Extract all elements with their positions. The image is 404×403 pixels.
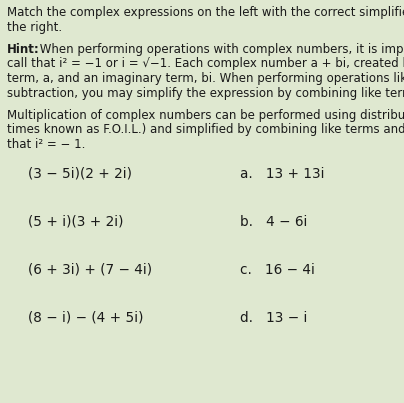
Text: the right.: the right. <box>7 21 62 33</box>
Text: Match the complex expressions on the left with the correct simplified value on: Match the complex expressions on the lef… <box>7 6 404 19</box>
Text: subtraction, you may simplify the expression by combining like terms.: subtraction, you may simplify the expres… <box>7 87 404 100</box>
Text: (3 − 5i)(2 + 2i): (3 − 5i)(2 + 2i) <box>28 166 132 181</box>
Text: d.   13 − i: d. 13 − i <box>240 310 307 324</box>
Text: call that i² = −1 or i = √−1. Each complex number a + bi, created by a real: call that i² = −1 or i = √−1. Each compl… <box>7 58 404 71</box>
Text: Multiplication of complex numbers can be performed using distribution (some-: Multiplication of complex numbers can be… <box>7 109 404 122</box>
Text: times known as F.O.I.L.) and simplified by combining like terms and recalling: times known as F.O.I.L.) and simplified … <box>7 123 404 137</box>
Text: term, a, and an imaginary term, bi. When performing operations like addition or: term, a, and an imaginary term, bi. When… <box>7 72 404 85</box>
Text: c.   16 − 4i: c. 16 − 4i <box>240 262 315 276</box>
Text: (8 − i) − (4 + 5i): (8 − i) − (4 + 5i) <box>28 310 143 324</box>
Text: a.   13 + 13i: a. 13 + 13i <box>240 166 324 181</box>
Text: b.   4 − 6i: b. 4 − 6i <box>240 214 307 229</box>
Text: (5 + i)(3 + 2i): (5 + i)(3 + 2i) <box>28 214 124 229</box>
Text: that i² = − 1.: that i² = − 1. <box>7 138 85 151</box>
Text: When performing operations with complex numbers, it is important to re-: When performing operations with complex … <box>36 43 404 56</box>
Text: Hint:: Hint: <box>7 43 40 56</box>
Text: (6 + 3i) + (7 − 4i): (6 + 3i) + (7 − 4i) <box>28 262 152 276</box>
